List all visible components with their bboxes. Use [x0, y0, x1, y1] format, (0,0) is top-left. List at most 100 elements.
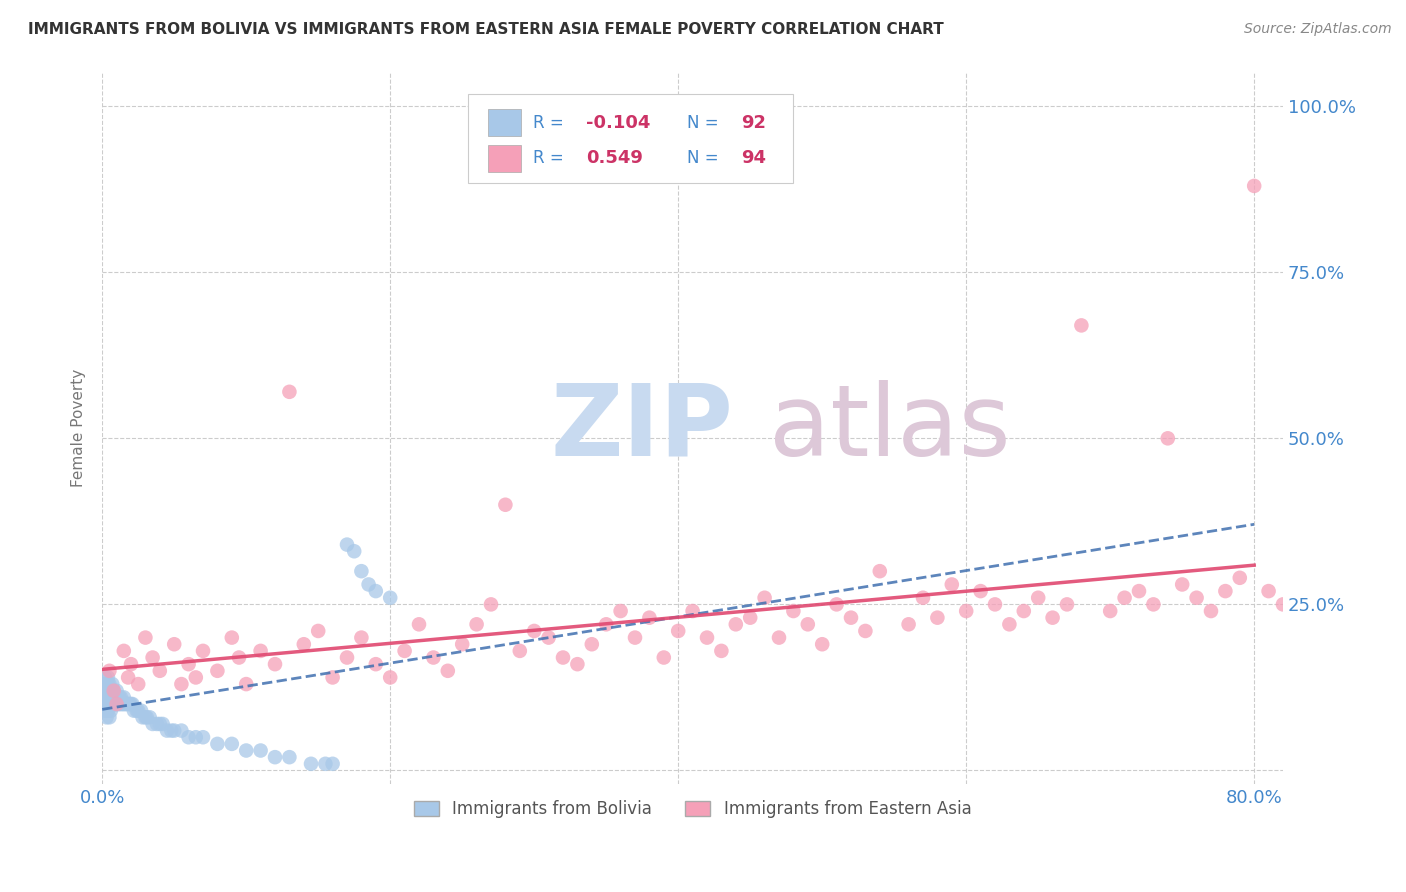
- Point: [551, 650, 574, 665]
- Point: [537, 631, 560, 645]
- FancyBboxPatch shape: [488, 109, 522, 136]
- Text: R =: R =: [533, 149, 569, 168]
- Point: [135, 710, 157, 724]
- Point: [249, 743, 271, 757]
- Point: [101, 690, 124, 705]
- Point: [156, 723, 179, 738]
- Point: [624, 631, 647, 645]
- Point: [724, 617, 747, 632]
- Point: [94, 677, 117, 691]
- Point: [1301, 591, 1323, 605]
- Point: [170, 723, 193, 738]
- Point: [897, 617, 920, 632]
- Point: [146, 717, 169, 731]
- Point: [104, 690, 127, 705]
- Point: [1286, 577, 1309, 591]
- Point: [105, 697, 128, 711]
- Point: [100, 704, 122, 718]
- Point: [394, 644, 416, 658]
- Point: [1329, 584, 1351, 599]
- Point: [436, 664, 458, 678]
- Point: [1215, 584, 1237, 599]
- Point: [1157, 431, 1180, 445]
- FancyBboxPatch shape: [468, 95, 793, 183]
- Point: [422, 650, 444, 665]
- Point: [782, 604, 804, 618]
- Point: [364, 584, 387, 599]
- Point: [101, 677, 124, 691]
- Point: [523, 624, 546, 638]
- Point: [98, 664, 121, 678]
- Point: [94, 670, 117, 684]
- Text: 0.549: 0.549: [586, 149, 643, 168]
- Point: [103, 697, 125, 711]
- Point: [100, 690, 122, 705]
- Point: [1171, 577, 1194, 591]
- Point: [581, 637, 603, 651]
- Point: [336, 538, 359, 552]
- Point: [138, 710, 160, 724]
- Y-axis label: Female Poverty: Female Poverty: [72, 369, 86, 488]
- Point: [249, 644, 271, 658]
- Point: [142, 650, 165, 665]
- Point: [111, 697, 134, 711]
- Point: [103, 683, 125, 698]
- Point: [112, 690, 135, 705]
- Point: [118, 697, 141, 711]
- Point: [93, 683, 115, 698]
- Point: [825, 598, 848, 612]
- Point: [465, 617, 488, 632]
- Point: [1185, 591, 1208, 605]
- Point: [184, 730, 207, 744]
- Point: [94, 690, 117, 705]
- Point: [292, 637, 315, 651]
- Point: [96, 697, 118, 711]
- Point: [160, 723, 183, 738]
- Point: [110, 690, 132, 705]
- Point: [235, 677, 257, 691]
- Point: [96, 704, 118, 718]
- Point: [96, 690, 118, 705]
- Point: [322, 756, 344, 771]
- Point: [97, 670, 120, 684]
- Point: [142, 717, 165, 731]
- Point: [105, 697, 128, 711]
- Point: [100, 683, 122, 698]
- Point: [998, 617, 1021, 632]
- Point: [134, 631, 156, 645]
- Point: [149, 664, 172, 678]
- Text: N =: N =: [686, 149, 724, 168]
- Point: [98, 683, 121, 698]
- Point: [479, 598, 502, 612]
- Point: [94, 683, 117, 698]
- Point: [941, 577, 963, 591]
- Point: [299, 756, 322, 771]
- Point: [120, 657, 142, 672]
- Point: [1012, 604, 1035, 618]
- Point: [969, 584, 991, 599]
- Point: [134, 710, 156, 724]
- Point: [93, 697, 115, 711]
- Point: [839, 610, 862, 624]
- Point: [117, 697, 139, 711]
- Point: [264, 657, 287, 672]
- Point: [278, 750, 301, 764]
- Point: [228, 650, 250, 665]
- Point: [609, 604, 631, 618]
- Point: [100, 697, 122, 711]
- Point: [207, 737, 229, 751]
- Point: [112, 644, 135, 658]
- Point: [811, 637, 834, 651]
- Point: [1344, 564, 1367, 578]
- Point: [97, 690, 120, 705]
- Point: [163, 637, 186, 651]
- Point: [955, 604, 977, 618]
- Point: [127, 704, 149, 718]
- Point: [93, 677, 115, 691]
- Point: [567, 657, 589, 672]
- Point: [117, 670, 139, 684]
- Point: [170, 677, 193, 691]
- Point: [125, 704, 148, 718]
- Point: [1243, 178, 1265, 193]
- Point: [696, 631, 718, 645]
